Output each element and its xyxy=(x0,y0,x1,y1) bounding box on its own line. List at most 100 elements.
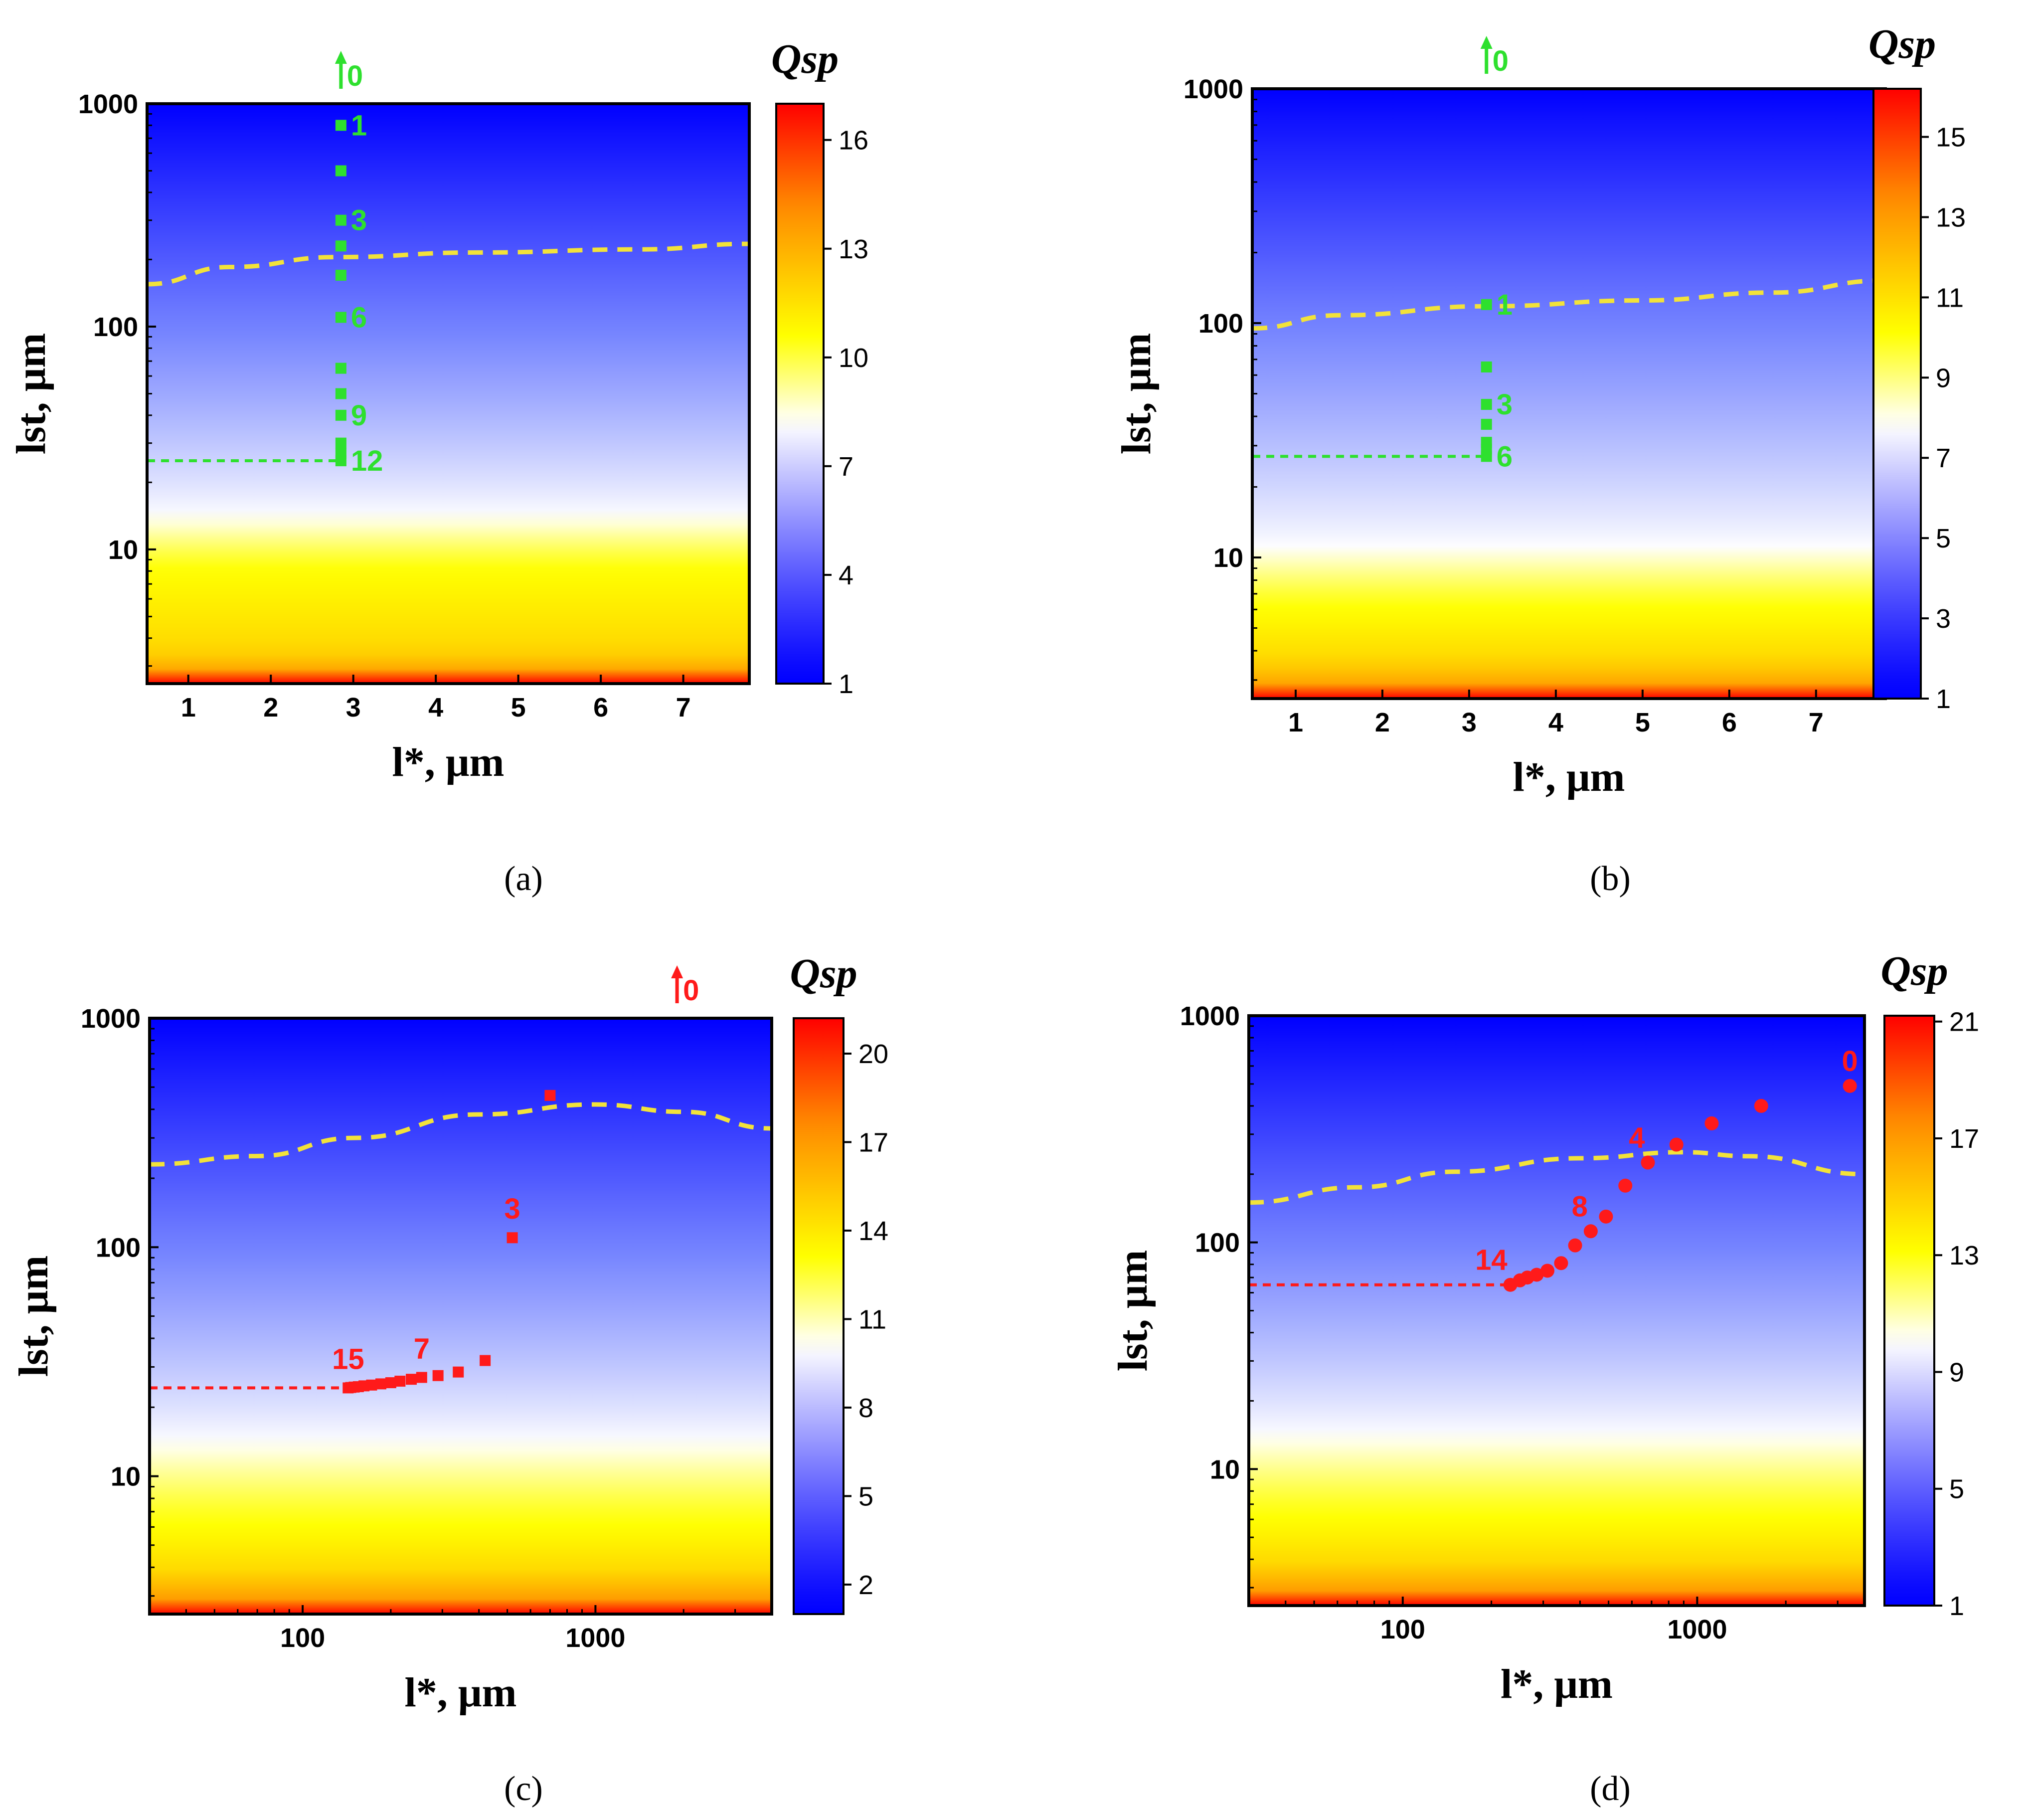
panel-label: (a) xyxy=(504,860,543,898)
trajectory-point xyxy=(335,240,346,252)
point-label: 6 xyxy=(351,301,367,334)
colorbar xyxy=(1883,1015,1935,1607)
colorbar-title: Qsp xyxy=(1868,21,1936,67)
y-axis-title: lst, μm xyxy=(8,333,54,455)
colorbar-tick-label: 11 xyxy=(858,1304,886,1334)
colorbar-tick-label: 14 xyxy=(858,1216,888,1246)
trajectory-point xyxy=(1704,1116,1719,1130)
point-label: 3 xyxy=(1497,388,1513,421)
trajectory-point xyxy=(1481,299,1492,310)
colorbar-tick-label: 21 xyxy=(1949,1007,1979,1037)
x-tick-label: 4 xyxy=(428,693,443,723)
trajectory-point xyxy=(1554,1256,1568,1271)
point-label: 9 xyxy=(351,399,367,432)
point-label: 6 xyxy=(1497,440,1513,473)
y-tick-label: 100 xyxy=(1195,1228,1240,1258)
trajectory-point xyxy=(1481,361,1492,372)
start-label: 0 xyxy=(347,60,363,92)
x-tick-label: 100 xyxy=(280,1623,325,1653)
x-tick-label: 1 xyxy=(1288,708,1303,737)
trajectory-point xyxy=(1843,1079,1857,1093)
x-tick-label: 3 xyxy=(1462,708,1477,737)
colorbar-tick-label: 4 xyxy=(839,560,853,590)
trajectory-point xyxy=(480,1355,491,1366)
trajectory-point xyxy=(416,1372,427,1383)
x-tick-label: 100 xyxy=(1380,1615,1425,1644)
trajectory-point xyxy=(1618,1178,1633,1193)
colorbar-tick-label: 5 xyxy=(1936,524,1951,553)
trajectory-point xyxy=(335,312,346,323)
trajectory-point xyxy=(335,363,346,374)
x-axis-title: l*, μm xyxy=(1501,1661,1613,1707)
y-axis-title: lst, μm xyxy=(1110,1250,1156,1372)
y-tick-label: 1000 xyxy=(1180,1001,1240,1031)
trajectory-point xyxy=(406,1374,417,1385)
y-tick-label: 1000 xyxy=(1184,74,1243,104)
colorbar xyxy=(1872,88,1922,700)
point-label: 14 xyxy=(1475,1244,1508,1276)
colorbar-tick-label: 1 xyxy=(839,669,853,699)
panel-label: (d) xyxy=(1590,1770,1631,1808)
trajectory-point xyxy=(335,455,346,467)
x-tick-label: 5 xyxy=(1635,708,1650,737)
y-axis-title: lst, μm xyxy=(10,1256,57,1377)
colorbar-tick-label: 1 xyxy=(1949,1591,1964,1621)
x-tick-label: 5 xyxy=(511,693,526,723)
x-tick-label: 7 xyxy=(1809,708,1824,737)
y-tick-label: 100 xyxy=(93,312,138,342)
trajectory-point xyxy=(1754,1098,1768,1113)
trajectory-point xyxy=(335,409,346,421)
trajectory-point xyxy=(1481,451,1492,462)
boundary-curve xyxy=(1252,278,1886,331)
colorbar-tick-label: 3 xyxy=(1936,604,1951,634)
trajectory-point xyxy=(375,1378,387,1390)
point-label: 15 xyxy=(332,1343,364,1375)
y-tick-label: 10 xyxy=(1210,1455,1240,1484)
colorbar xyxy=(775,103,825,685)
trajectory-point xyxy=(335,269,346,281)
trajectory-point xyxy=(335,120,346,131)
trajectory-point xyxy=(385,1377,396,1389)
trajectory-point xyxy=(1583,1224,1598,1239)
point-label: 7 xyxy=(414,1332,430,1365)
colorbar-tick-label: 20 xyxy=(858,1039,888,1069)
point-label: 4 xyxy=(1629,1122,1645,1154)
colorbar-title: Qsp xyxy=(790,950,857,997)
trajectory-point xyxy=(1641,1155,1655,1170)
colorbar-tick-label: 9 xyxy=(1936,363,1951,393)
heatmap-field xyxy=(1249,1016,1864,1606)
trajectory-point xyxy=(432,1370,444,1381)
x-tick-label: 2 xyxy=(263,693,278,723)
trajectory-point xyxy=(335,214,346,226)
colorbar-title: Qsp xyxy=(1880,948,1948,994)
x-axis-title: l*, μm xyxy=(405,1669,517,1716)
boundary-curve xyxy=(147,241,750,287)
trajectory-point xyxy=(335,437,346,449)
x-tick-label: 1000 xyxy=(565,1623,625,1653)
x-tick-label: 1 xyxy=(181,693,196,723)
colorbar-tick-label: 13 xyxy=(1949,1241,1979,1271)
y-tick-label: 100 xyxy=(1198,309,1243,339)
colorbar-tick-label: 17 xyxy=(858,1127,888,1157)
point-label: 3 xyxy=(351,204,367,237)
boundary-curve xyxy=(149,1102,772,1167)
start-label: 0 xyxy=(1493,45,1509,77)
y-tick-label: 1000 xyxy=(78,89,138,119)
colorbar-tick-label: 7 xyxy=(839,452,853,482)
y-tick-label: 1000 xyxy=(81,1004,141,1034)
point-label: 8 xyxy=(1572,1190,1588,1223)
trajectory-point xyxy=(1540,1264,1555,1278)
start-arrow-head xyxy=(1480,36,1493,49)
x-tick-label: 2 xyxy=(1375,708,1390,737)
start-label: 0 xyxy=(683,974,699,1007)
point-label: 12 xyxy=(351,445,383,477)
trajectory-point xyxy=(1568,1238,1582,1253)
x-tick-label: 4 xyxy=(1548,708,1563,737)
chart-panel-4: 0 4 8 14 100 1000 10 100 1000 l*, μm lst, μm 1 5 9 13 1… xyxy=(1110,948,1979,1808)
trajectory-point xyxy=(544,1090,556,1101)
panel-label: (b) xyxy=(1590,860,1631,898)
chart-panel-3: 3 7 15 0 100 1000 10 100 1000 l*, μm lst, μm 2 5 8 11 1… xyxy=(10,950,888,1808)
